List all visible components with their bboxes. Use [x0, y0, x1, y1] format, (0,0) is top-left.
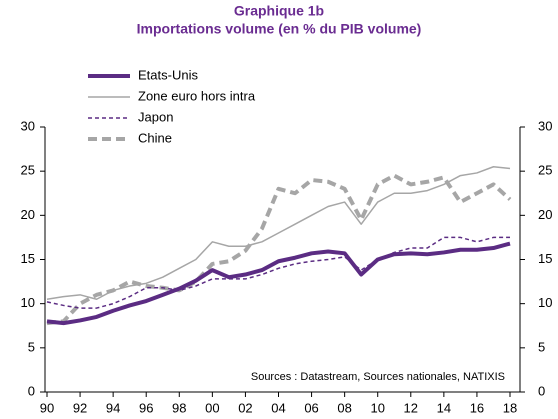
series-line — [46, 166, 511, 300]
x-tick-label: 90 — [40, 400, 54, 415]
x-tick-label: 04 — [271, 400, 285, 415]
x-tick-label: 08 — [337, 400, 351, 415]
x-tick-label: 92 — [73, 400, 87, 415]
x-tick-label: 10 — [370, 400, 384, 415]
y-tick-label: 25 — [21, 163, 35, 178]
y2-tick-label: 10 — [538, 295, 552, 310]
y-tick-label: 5 — [28, 339, 35, 354]
x-tick-label: 14 — [437, 400, 451, 415]
series-line — [46, 241, 511, 326]
x-tick-label: 12 — [404, 400, 418, 415]
x-tick-label: 06 — [304, 400, 318, 415]
legend-label: Chine — [138, 130, 172, 145]
x-tick-label: 02 — [238, 400, 252, 415]
x-tick-label: 94 — [106, 400, 120, 415]
x-tick-label: 18 — [503, 400, 517, 415]
legend-label: Japon — [138, 109, 173, 124]
series-line — [46, 236, 510, 309]
y2-tick-label: 0 — [538, 383, 545, 398]
y2-tick-label: 25 — [538, 163, 552, 178]
y2-tick-label: 30 — [538, 118, 552, 133]
x-tick-label: 98 — [172, 400, 186, 415]
y-tick-label: 10 — [21, 295, 35, 310]
y2-tick-label: 15 — [538, 251, 552, 266]
legend-label: Zone euro hors intra — [138, 88, 256, 103]
chart-title: Graphique 1b — [234, 3, 324, 19]
y2-tick-label: 5 — [538, 339, 545, 354]
x-tick-label: 96 — [139, 400, 153, 415]
legend-label: Etats-Unis — [138, 67, 198, 82]
y-tick-label: 0 — [28, 383, 35, 398]
x-tick-label: 00 — [205, 400, 219, 415]
y-tick-label: 20 — [21, 207, 35, 222]
y-tick-label: 30 — [21, 118, 35, 133]
x-tick-label: 16 — [470, 400, 484, 415]
chart-subtitle: Importations volume (en % du PIB volume) — [137, 21, 422, 37]
series-line — [46, 173, 512, 326]
y2-tick-label: 20 — [538, 207, 552, 222]
y-tick-label: 15 — [21, 251, 35, 266]
source-note: Sources : Datastream, Sources nationales… — [251, 371, 505, 383]
